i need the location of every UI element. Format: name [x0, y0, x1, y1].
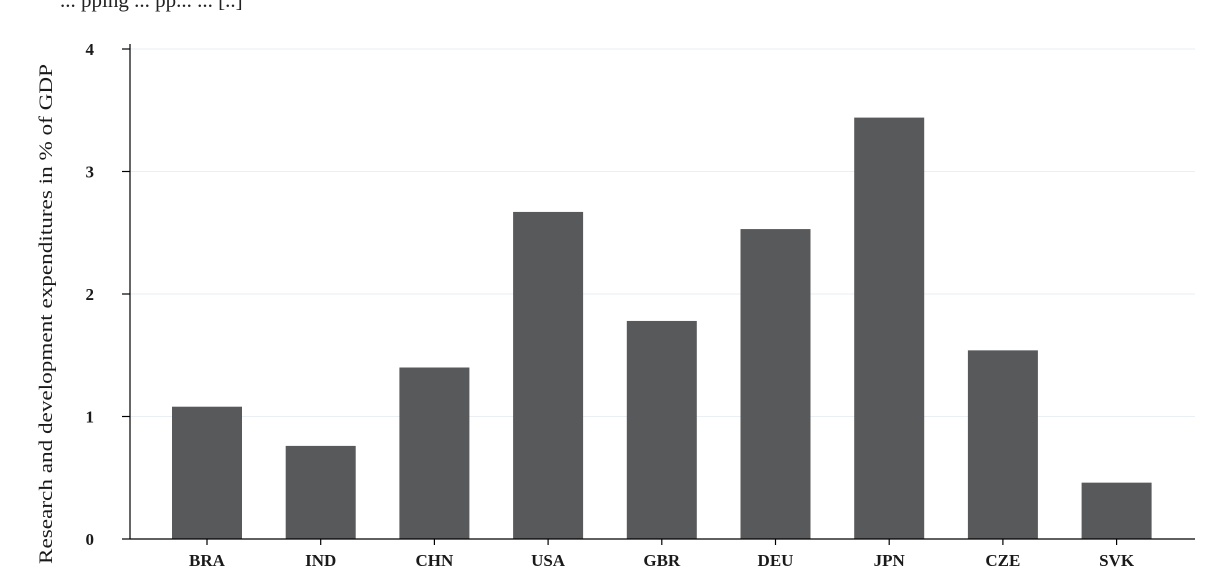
y-ticks: 0 1 2 3 4 [86, 40, 130, 549]
bar-jpn [854, 117, 925, 539]
partial-caption-text: ... pping ... pp... ... [..] [60, 0, 243, 12]
x-tick-label-chn: CHN [416, 551, 455, 570]
y-tick-label: 0 [86, 530, 95, 549]
x-tick-label-jpn: JPN [874, 551, 906, 570]
bar-cze [967, 350, 1038, 539]
bar-svk [1081, 482, 1152, 539]
bar-bra [172, 406, 242, 539]
bar-chn [399, 367, 470, 539]
bar-ind [285, 445, 356, 539]
x-tick-label-usa: USA [531, 551, 566, 570]
x-tick-label-gbr: GBR [643, 551, 681, 570]
y-axis-title: Research and development expenditures in… [36, 64, 57, 564]
y-tick-label: 1 [86, 408, 95, 427]
y-tick-label: 4 [86, 40, 95, 59]
y-tick-label: 2 [86, 285, 95, 304]
x-tick-label-ind: IND [305, 551, 336, 570]
x-ticks: BRA IND CHN USA GBR DEU JPN CZE SVK [189, 539, 1135, 570]
x-tick-label-deu: DEU [758, 551, 794, 570]
x-tick-label-bra: BRA [189, 551, 226, 570]
bar-gbr [626, 320, 697, 539]
y-tick-label: 3 [86, 163, 95, 182]
x-tick-label-svk: SVK [1099, 551, 1135, 570]
bars [172, 117, 1152, 540]
x-tick-label-cze: CZE [985, 551, 1020, 570]
bar-deu [740, 229, 811, 539]
bar-usa [513, 211, 584, 540]
axes [129, 44, 1195, 540]
